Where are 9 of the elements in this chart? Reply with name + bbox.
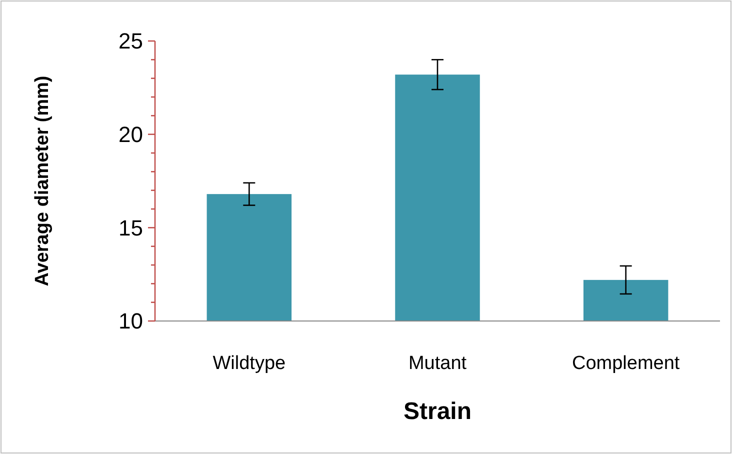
y-tick-label: 10 xyxy=(118,308,143,334)
y-tick-label: 25 xyxy=(118,28,143,54)
x-tick-label: Mutant xyxy=(408,353,468,374)
y-tick-label: 20 xyxy=(118,122,143,148)
x-axis-title: Strain xyxy=(403,398,472,425)
x-tick-label: Complement xyxy=(572,353,680,374)
y-tick-label: 15 xyxy=(118,215,143,240)
x-tick-label: Wildtype xyxy=(212,353,286,374)
y-axis-title: Average diameter (mm) xyxy=(32,76,53,286)
